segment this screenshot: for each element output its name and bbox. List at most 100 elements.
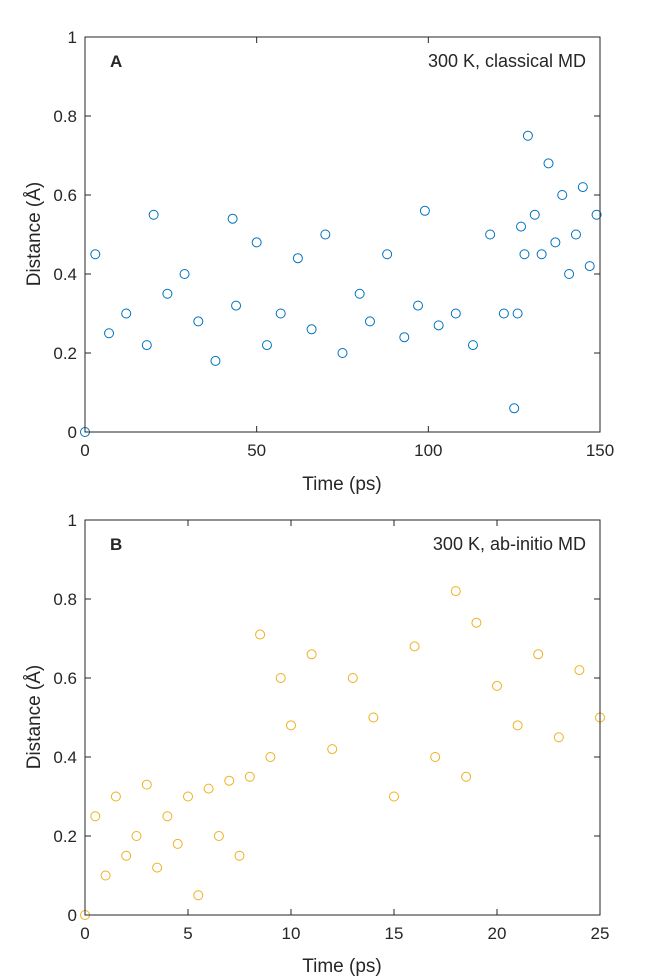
panel-b-data-point (275, 673, 286, 683)
panel-b-y-tick-label: 0.8 (53, 590, 77, 609)
panel-b-data-point (450, 586, 461, 597)
panel-a-data-point (162, 288, 173, 299)
panel-a-data-point (148, 209, 159, 220)
panel-a-data-point (320, 229, 331, 240)
panel-a-x-tick-label: 50 (247, 441, 266, 460)
panel-a-marks (80, 130, 602, 437)
panel-b-data-point (172, 838, 183, 849)
panel-a-data-point (584, 261, 595, 272)
panel-b-data-point (162, 811, 173, 822)
panel-a-data-point (90, 249, 101, 260)
panel-a-y-tick-label: 0.6 (53, 186, 77, 205)
panel-a-x-tick-label: 100 (414, 441, 442, 460)
panel-a-data-point (564, 269, 575, 279)
panel-a-data-point (512, 308, 523, 319)
panel-a-data-point (231, 300, 242, 311)
panel-a-data-point (516, 221, 527, 232)
panel-b-data-point (90, 811, 101, 822)
panel-b-data-point (327, 744, 338, 755)
panel-a-data-point (570, 229, 581, 240)
panel-b-axes-box (84, 519, 601, 916)
panel-b-data-point (193, 890, 204, 901)
panel-a-data-point (577, 182, 588, 193)
panel-a-data-point (261, 340, 272, 351)
panel-a-data-point (275, 308, 286, 319)
panel-b-data-point (244, 771, 255, 782)
panel-a-data-point (519, 249, 530, 260)
panel-b-data-point (286, 720, 296, 731)
panel-a-label: A (110, 52, 122, 71)
panel-a-data-point (557, 190, 568, 200)
panel-b-x-tick-label: 10 (282, 924, 301, 943)
panel-a-x-axis-title: Time (ps) (302, 474, 382, 495)
panel-a-data-point (141, 340, 152, 351)
panel-a-data-point (364, 316, 375, 327)
panel-b-marks (80, 586, 605, 920)
panel-a-annotation: 300 K, classical MD (428, 51, 586, 71)
panel-a-data-point (399, 332, 410, 343)
panel-b-data-point (574, 665, 585, 676)
panel-a-data-point (498, 308, 509, 319)
panel-b: 0 5 10 15 20 25 0 0.2 0.4 0.6 0.8 1 B 300 K, ab-ini… (24, 511, 609, 977)
panel-b-data-point (141, 779, 152, 790)
panel-a-data-point (522, 130, 533, 141)
panel-b-y-tick-label: 1 (68, 511, 77, 530)
panel-b-x-axis-title: Time (ps) (302, 956, 382, 977)
panel-a-y-tick-label: 0.2 (53, 344, 77, 363)
panel-b-data-point (131, 831, 142, 841)
panel-b-data-point (265, 752, 276, 762)
panel-a-data-point (419, 205, 430, 216)
panel-b-data-point (203, 783, 214, 794)
panel-a-x-tick-label: 0 (80, 441, 89, 460)
panel-a-data-point (536, 249, 547, 260)
panel-b-data-point (533, 649, 544, 660)
panel-b-data-point (306, 649, 317, 660)
panel-b-x-tick-label: 15 (385, 924, 404, 943)
panel-b-data-point (224, 775, 235, 786)
panel-b-data-point (389, 791, 399, 802)
panel-b-x-tick-label: 20 (488, 924, 507, 943)
panel-b-data-point (213, 831, 224, 841)
panel-b-x-tick-label: 5 (183, 924, 192, 943)
panel-b-data-point (100, 870, 111, 881)
panel-a-ticks: 0 50 100 150 0 0.2 0.4 0.6 0.8 1 (53, 28, 614, 460)
panel-a-data-point (591, 209, 602, 220)
panel-b-data-point (152, 862, 163, 873)
panel-b-data-point (409, 641, 420, 652)
panel-b-data-point (492, 680, 502, 691)
panel-a-data-point (413, 300, 424, 311)
panel-a-data-point (104, 328, 115, 339)
panel-b-y-axis-title: Distance (Å) (24, 665, 45, 770)
panel-a-data-point (306, 324, 317, 335)
panel-b-y-tick-label: 0.4 (53, 748, 77, 767)
panel-a-data-point (529, 209, 540, 220)
panel-a-axes-box (84, 36, 601, 433)
panel-b-y-tick-label: 0.6 (53, 669, 77, 688)
panel-b-data-point (368, 712, 379, 723)
panel-b-data-point (461, 771, 472, 782)
panel-a-data-point (433, 320, 444, 331)
panel-a-data-point (251, 237, 262, 248)
panel-a: 0 50 100 150 0 0.2 0.4 0.6 0.8 1 A 300 K, classic… (24, 28, 614, 495)
panel-b-label: B (110, 535, 122, 554)
panel-b-x-tick-label: 0 (80, 924, 89, 943)
panel-a-data-point (485, 229, 496, 240)
panel-b-data-point (121, 850, 132, 861)
panel-b-data-point (347, 673, 358, 683)
panel-a-y-tick-label: 0 (68, 423, 77, 442)
panel-b-data-point (110, 791, 121, 802)
panel-a-y-tick-label: 0.4 (53, 265, 77, 284)
panel-a-data-point (382, 249, 393, 260)
panel-a-data-point (179, 269, 190, 279)
panel-b-data-point (430, 752, 441, 762)
panel-a-data-point (337, 348, 348, 358)
panel-a-data-point (550, 237, 561, 248)
panel-b-data-point (183, 791, 193, 802)
panel-a-data-point (193, 316, 204, 327)
panel-a-y-tick-label: 1 (68, 28, 77, 47)
panel-b-data-point (553, 732, 564, 743)
panel-a-data-point (450, 308, 461, 319)
panel-b-x-tick-label: 25 (591, 924, 610, 943)
panel-a-data-point (210, 355, 221, 366)
